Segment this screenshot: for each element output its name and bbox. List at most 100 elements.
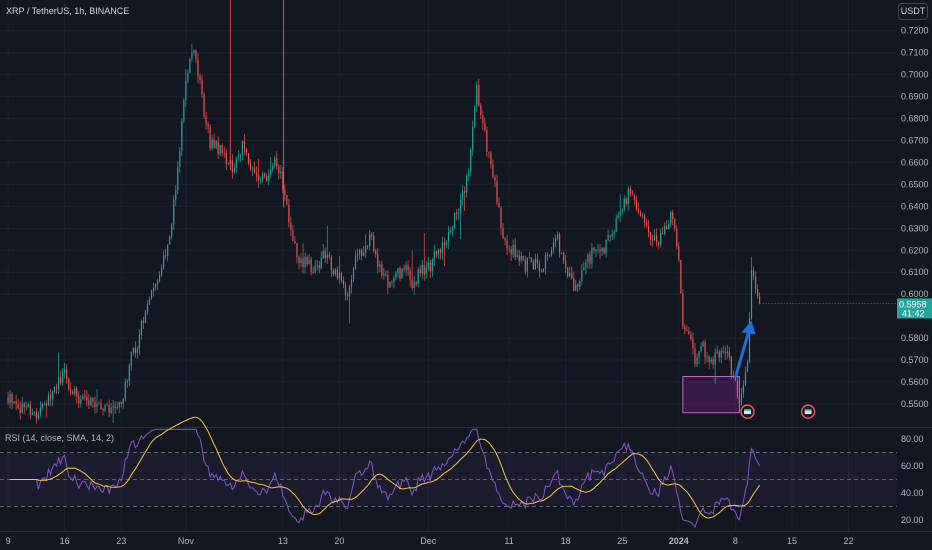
candle-body[interactable] [284,189,286,196]
candle-body[interactable] [98,403,100,405]
candle-body[interactable] [472,126,474,150]
candle-body[interactable] [165,255,167,257]
candle-body[interactable] [498,202,500,208]
candle-body[interactable] [702,342,704,347]
candle-body[interactable] [292,230,294,242]
candle-body[interactable] [35,411,37,419]
candle-body[interactable] [100,403,102,409]
candle-body[interactable] [645,221,648,227]
candle-body[interactable] [387,275,389,288]
candle-body[interactable] [542,268,545,273]
candle-body[interactable] [510,249,512,255]
candle-body[interactable] [611,233,613,237]
candle-body[interactable] [51,391,54,400]
candle-body[interactable] [268,174,270,182]
candle-body[interactable] [522,255,524,261]
candle-body[interactable] [631,194,633,196]
candle-body[interactable] [201,80,203,95]
candle-body[interactable] [169,236,171,245]
candle-body[interactable] [668,224,670,230]
candle-body[interactable] [334,269,336,275]
demand-zone-rect[interactable] [682,376,740,414]
candle-body[interactable] [589,254,591,264]
candle-body[interactable] [76,388,78,397]
candle-body[interactable] [431,259,433,272]
candle-body[interactable] [330,256,332,270]
candle-body[interactable] [563,253,565,261]
candle-body[interactable] [728,351,730,357]
candle-body[interactable] [393,277,395,283]
candle-body[interactable] [371,234,373,237]
rsi-pane[interactable] [0,416,897,529]
candle-body[interactable] [290,222,292,231]
candle-body[interactable] [714,352,716,365]
candle-body[interactable] [571,273,573,279]
candle-body[interactable] [605,239,607,254]
trend-arrow-shaft[interactable] [733,328,751,379]
candle-body[interactable] [346,294,349,297]
candle-body[interactable] [217,141,219,155]
price-scale-bg[interactable] [897,0,932,427]
candle-body[interactable] [191,52,193,59]
candle-body[interactable] [528,257,530,259]
candle-body[interactable] [94,401,96,407]
candle-body[interactable] [655,235,658,243]
candle-body[interactable] [573,278,575,291]
candle-body[interactable] [718,352,720,358]
candle-body[interactable] [395,272,397,278]
candle-body[interactable] [478,84,480,106]
candle-body[interactable] [41,403,44,408]
candle-body[interactable] [455,212,458,214]
candle-body[interactable] [66,369,68,379]
candle-body[interactable] [354,255,357,269]
candle-body[interactable] [179,150,181,167]
candle-body[interactable] [734,374,736,381]
candle-body[interactable] [260,180,262,181]
candle-body[interactable] [399,268,401,279]
candle-body[interactable] [373,236,375,252]
candle-body[interactable] [423,264,425,275]
candle-body[interactable] [482,115,484,124]
candle-body[interactable] [207,124,209,127]
candle-body[interactable] [569,273,571,277]
candle-body[interactable] [647,226,650,233]
candle-body[interactable] [302,258,304,268]
candle-body[interactable] [221,145,223,153]
candle-body[interactable] [474,105,476,127]
candle-body[interactable] [732,374,734,376]
candle-body[interactable] [520,255,522,261]
candle-body[interactable] [411,279,413,289]
candle-body[interactable] [383,273,385,276]
candle-body[interactable] [627,188,629,205]
candle-body[interactable] [385,273,387,276]
candle-body[interactable] [163,255,165,269]
candle-body[interactable] [278,166,280,174]
candle-body[interactable] [318,265,320,269]
candle-body[interactable] [17,403,19,408]
candle-body[interactable] [53,386,56,392]
candle-body[interactable] [451,227,454,231]
candle-body[interactable] [662,233,664,234]
candle-body[interactable] [621,209,623,212]
candle-body[interactable] [389,281,391,288]
candle-body[interactable] [672,212,674,220]
candle-body[interactable] [175,189,177,200]
candle-body[interactable] [397,268,399,273]
candle-body[interactable] [328,254,330,257]
candle-body[interactable] [666,226,668,230]
candle-body[interactable] [615,218,617,233]
candle-body[interactable] [443,242,446,245]
candle-body[interactable] [110,407,112,414]
candle-body[interactable] [504,238,506,241]
candle-body[interactable] [441,242,444,254]
candle-body[interactable] [122,398,124,404]
candle-body[interactable] [86,396,88,401]
candle-body[interactable] [15,401,17,404]
candle-body[interactable] [593,247,595,251]
candle-body[interactable] [9,394,11,404]
candle-body[interactable] [599,249,601,252]
candle-body[interactable] [437,249,439,255]
candle-body[interactable] [506,240,508,249]
candle-body[interactable] [209,126,211,149]
